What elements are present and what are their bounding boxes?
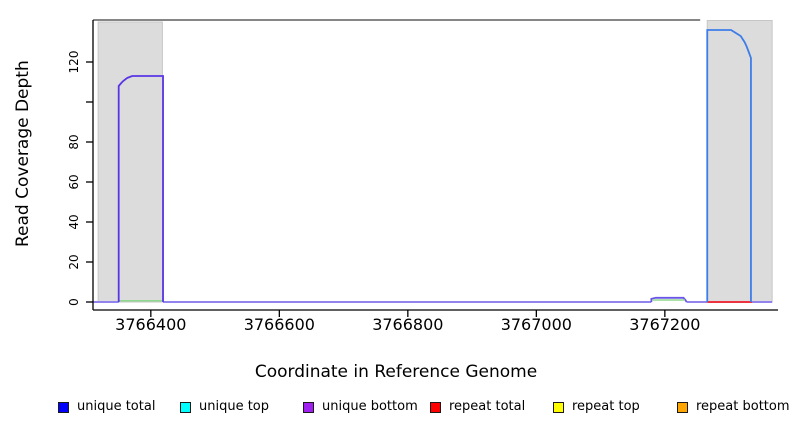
x-tick-label: 3766800 [372,315,444,334]
series-small-bump-outline [650,296,688,303]
y-tick-label: 80 [67,134,81,150]
series-right-coverage-peak [706,29,752,302]
y-tick-label: 40 [67,214,81,230]
x-tick-label: 3766600 [243,315,315,334]
y-tick-label: 60 [67,174,81,190]
shaded-region [706,20,773,303]
y-tick-label: 20 [67,254,81,270]
y-tick-label: 0 [67,298,81,306]
y-tick-label: 120 [67,50,81,74]
y-axis-title: Read Coverage Depth [13,60,33,247]
series-left-coverage-peak [117,75,164,302]
x-tick-label: 3767000 [500,315,572,334]
x-axis-title: Coordinate in Reference Genome [254,362,538,382]
x-tick-label: 3767200 [629,315,701,334]
shaded-region [97,21,163,303]
x-tick-label: 3766400 [115,315,187,334]
